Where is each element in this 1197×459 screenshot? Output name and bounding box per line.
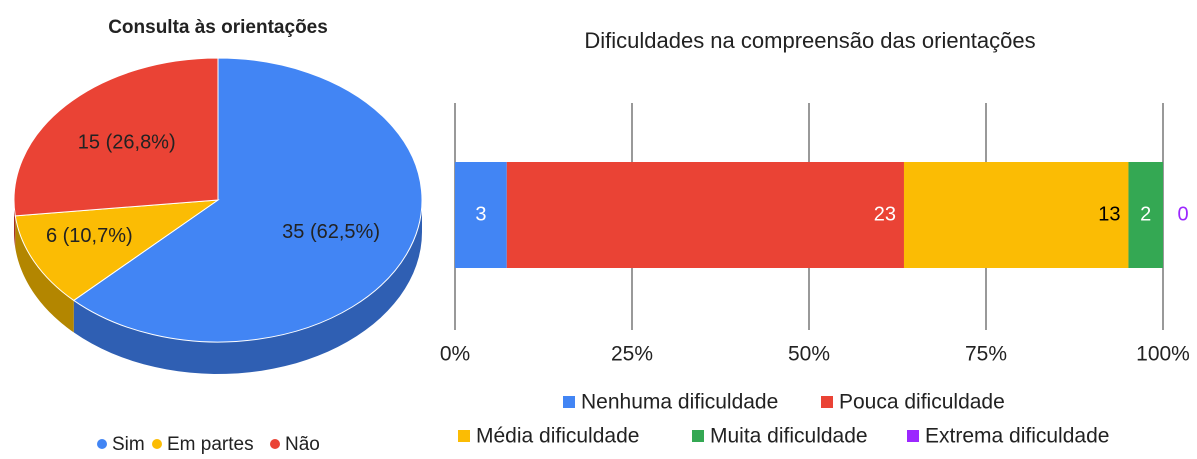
pie-label: 35 (62,5%) (282, 221, 380, 243)
bar-segment (903, 162, 1129, 268)
legend-swatch (97, 439, 107, 449)
data-label: 13 (1098, 203, 1120, 225)
legend-label: Sim (112, 434, 145, 454)
x-tick-label: 100% (1136, 343, 1190, 366)
x-tick-label: 50% (788, 343, 830, 366)
x-tick-label: 75% (965, 343, 1007, 366)
bar-title: Dificuldades na compreensão das orientaç… (584, 28, 1035, 53)
bar-segment (506, 162, 904, 268)
legend-swatch (821, 396, 833, 408)
legend-swatch (270, 439, 280, 449)
pie-slice (72, 57, 423, 343)
pie-title: Consulta às orientações (108, 17, 328, 38)
legend-label: Média dificuldade (476, 425, 639, 448)
bar-segment (1128, 162, 1163, 268)
legend-swatch (152, 439, 162, 449)
legend-swatch (458, 430, 470, 442)
legend-swatch (692, 430, 704, 442)
data-label: 23 (874, 203, 896, 225)
pie-slice (13, 57, 219, 217)
legend-label: Muita dificuldade (710, 425, 868, 448)
pie-side (15, 215, 74, 333)
pie-slice (14, 199, 220, 302)
legend-label: Pouca dificuldade (839, 391, 1005, 414)
data-label: 0 (1177, 203, 1188, 225)
legend-label: Extrema dificuldade (925, 425, 1109, 448)
legend-label: Nenhuma dificuldade (581, 391, 778, 414)
pie-side (73, 200, 422, 374)
x-tick-label: 0% (440, 343, 470, 366)
pie-label: 6 (10,7%) (46, 225, 133, 247)
data-label: 3 (475, 203, 486, 225)
legend-swatch (563, 396, 575, 408)
legend-label: Em partes (167, 434, 254, 454)
bar-segment (455, 162, 507, 268)
data-label: 2 (1140, 203, 1151, 225)
legend-swatch (907, 430, 919, 442)
x-tick-label: 25% (611, 343, 653, 366)
legend-label: Não (285, 434, 320, 454)
pie-label: 15 (26,8%) (78, 132, 176, 154)
